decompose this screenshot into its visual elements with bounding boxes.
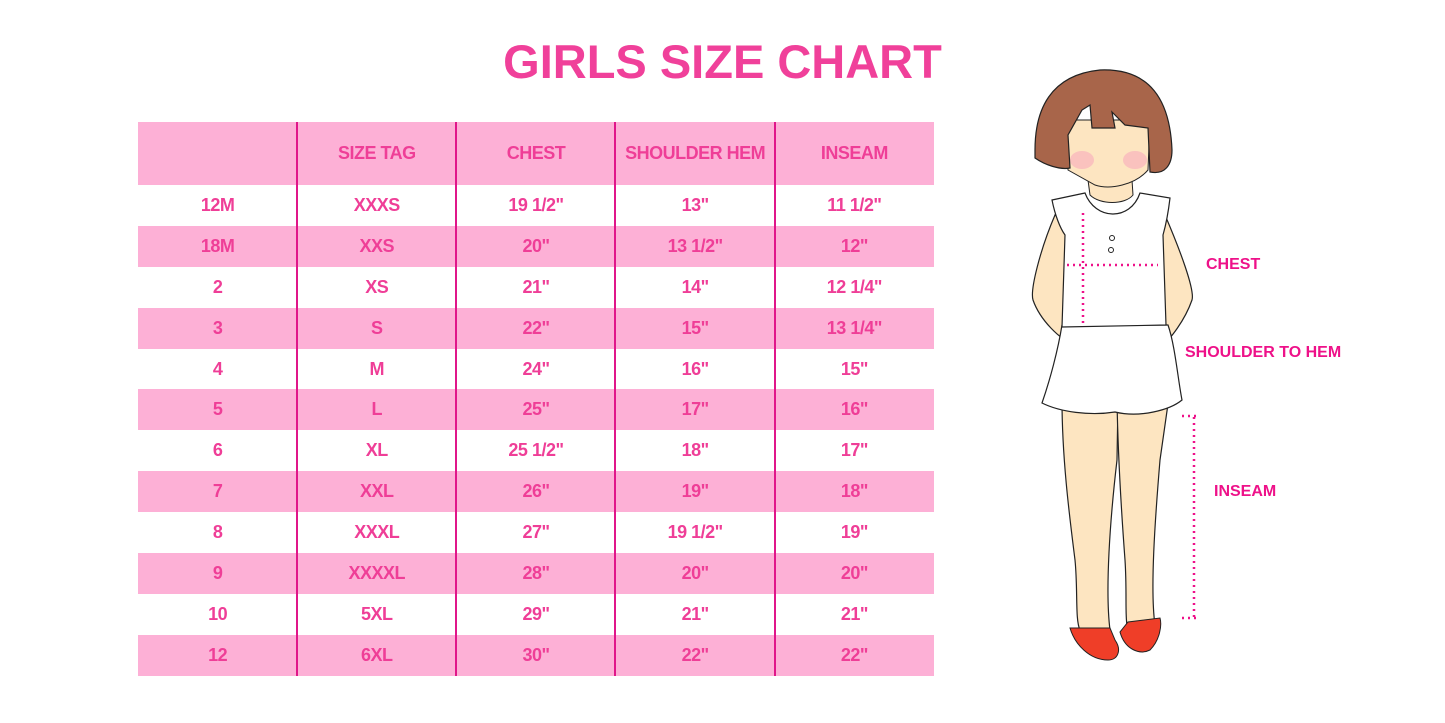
table-row: 9 XXXXL 28" 20" 20": [138, 553, 934, 594]
table-cell: XXS: [359, 235, 395, 256]
table-cell: XXXXL: [348, 562, 406, 583]
chest-label: CHEST: [1206, 256, 1261, 273]
header-cell: SIZE TAG: [337, 143, 416, 163]
table-cell: 21": [522, 276, 550, 297]
table-cell: 25 1/2": [508, 440, 564, 461]
table-cell: 18": [840, 481, 869, 502]
table-cell: 14": [681, 276, 710, 297]
table-cell: XXXL: [354, 522, 400, 543]
header-cell: CHEST: [506, 143, 566, 163]
table-cell: 12 1/4": [826, 276, 883, 297]
table-cell: 24": [522, 358, 550, 379]
header-cell: INSEAM: [820, 143, 889, 163]
table-cell: 6XL: [361, 644, 393, 665]
table-cell: 17": [681, 399, 710, 420]
page-title: GIRLS SIZE CHART: [503, 35, 942, 88]
table-cell: XS: [365, 276, 389, 297]
size-table: SIZE TAG CHEST SHOULDER HEM INSEAM 12M XX…: [138, 122, 934, 676]
inseam-label: INSEAM: [1214, 483, 1277, 500]
table-cell: 19": [681, 481, 710, 502]
column-divider: [774, 122, 776, 676]
table-cell: 16": [681, 358, 710, 379]
table-row: 10 5XL 29" 21" 21": [138, 594, 934, 635]
column-divider: [296, 122, 298, 676]
table-cell: 13 1/4": [826, 317, 883, 338]
table-cell: 17": [840, 440, 869, 461]
table-row: 3 S 22" 15" 13 1/4": [138, 307, 934, 349]
table-cell: 22": [522, 317, 550, 338]
table-cell: 15": [840, 358, 869, 379]
table-row: 12 6XL 30" 22" 22": [138, 634, 934, 676]
table-cell: 16": [840, 399, 869, 420]
table-cell: 9: [212, 562, 223, 583]
table-cell: L: [371, 399, 383, 420]
table-cell: XXL: [360, 481, 394, 502]
header-cell: SHOULDER HEM: [625, 143, 766, 163]
table-cell: 8: [212, 522, 223, 543]
table-cell: 27": [522, 522, 550, 543]
table-cell: 15": [681, 317, 710, 338]
table-cell: 19 1/2": [667, 522, 724, 543]
column-divider: [614, 122, 616, 676]
table-cell: 28": [522, 562, 550, 583]
table-cell: 22": [840, 644, 869, 665]
table-cell: 19 1/2": [508, 194, 564, 215]
table-cell: 2: [212, 276, 223, 297]
table-cell: 10: [208, 603, 228, 624]
table-cell: 25": [522, 399, 550, 420]
table-cell: 6: [212, 440, 223, 461]
table-header: SIZE TAG CHEST SHOULDER HEM INSEAM: [138, 122, 934, 185]
table-cell: 18M: [200, 235, 235, 256]
table-row: 8 XXXL 27" 19 1/2" 19": [138, 512, 934, 553]
table-cell: 13 1/2": [667, 235, 724, 256]
table-cell: XXXS: [353, 194, 401, 215]
table-cell: 7: [212, 481, 223, 502]
table-cell: 19": [840, 522, 869, 543]
table-cell: 30": [522, 644, 550, 665]
table-row: 5 L 25" 17" 16": [138, 389, 934, 431]
table-cell: 22": [681, 644, 710, 665]
table-row: 2 XS 21" 14" 12 1/4": [138, 267, 934, 308]
table-row: 12M XXXS 19 1/2" 13" 11 1/2": [138, 185, 934, 226]
table-cell: 5: [212, 399, 223, 420]
table-cell: 3: [212, 317, 223, 338]
table-cell: 11 1/2": [827, 194, 882, 215]
table-cell: 13": [681, 194, 710, 215]
table-cell: 4: [212, 358, 223, 379]
table-cell: 21": [840, 603, 869, 624]
table-cell: 5XL: [361, 603, 393, 624]
table-cell: 20": [522, 235, 550, 256]
table-cell: 29": [522, 603, 550, 624]
table-cell: S: [371, 317, 383, 338]
table-cell: 20": [840, 562, 869, 583]
table-cell: 12M: [200, 194, 235, 215]
table-cell: M: [369, 358, 385, 379]
table-row: 18M XXS 20" 13 1/2" 12": [138, 225, 934, 267]
table-cell: 12: [208, 644, 228, 665]
table-cell: XL: [365, 440, 389, 461]
table-row: 6 XL 25 1/2" 18" 17": [138, 430, 934, 471]
shoulder-to-hem-label: SHOULDER TO HEM: [1185, 344, 1342, 361]
column-divider: [455, 122, 457, 676]
table-cell: 21": [681, 603, 710, 624]
table-cell: 18": [681, 440, 710, 461]
table-row: 7 XXL 26" 19" 18": [138, 471, 934, 513]
table-cell: 26": [522, 481, 550, 502]
table-row: 4 M 24" 16" 15": [138, 349, 934, 390]
table-cell: 20": [681, 562, 710, 583]
table-cell: 12": [840, 235, 869, 256]
